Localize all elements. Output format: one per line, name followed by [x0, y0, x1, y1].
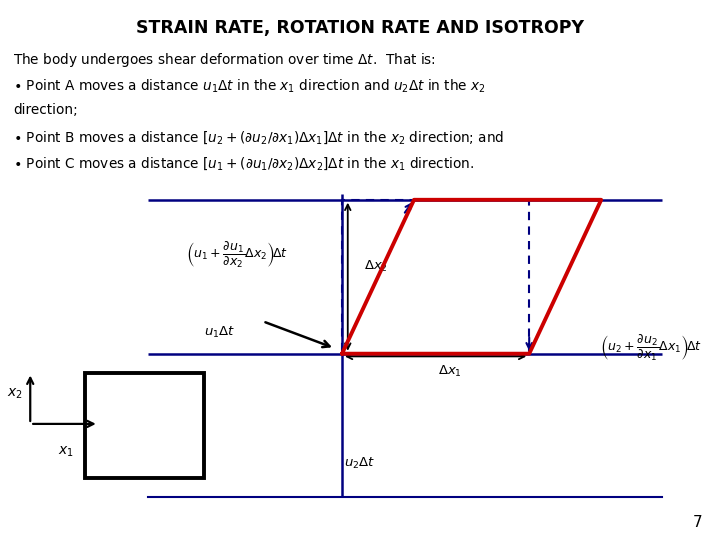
Text: direction;: direction; — [13, 103, 78, 117]
Text: $x_2$: $x_2$ — [7, 387, 23, 401]
Text: $\bullet$ Point B moves a distance $[u_2 + (\partial u_2/\partial x_1)\Delta x_1: $\bullet$ Point B moves a distance $[u_2… — [13, 129, 504, 146]
Text: $u_2\Delta t$: $u_2\Delta t$ — [344, 456, 376, 471]
Text: $\Delta x_1$: $\Delta x_1$ — [438, 364, 462, 380]
Text: 7: 7 — [693, 515, 702, 530]
Text: $\bullet$ Point A moves a distance $u_1\Delta t$ in the $x_1$ direction and $u_2: $\bullet$ Point A moves a distance $u_1\… — [13, 77, 486, 94]
Text: $\Delta x_2$: $\Delta x_2$ — [364, 259, 387, 273]
Bar — [85, 373, 204, 478]
Text: STRAIN RATE, ROTATION RATE AND ISOTROPY: STRAIN RATE, ROTATION RATE AND ISOTROPY — [136, 19, 584, 37]
Text: $x_1$: $x_1$ — [58, 444, 74, 459]
Text: $\bullet$ Point C moves a distance $[u_1 + (\partial u_1/\partial x_2)\Delta x_2: $\bullet$ Point C moves a distance $[u_1… — [13, 155, 474, 172]
Text: The body undergoes shear deformation over time $\Delta t$.  That is:: The body undergoes shear deformation ove… — [13, 51, 436, 69]
Text: $\left(u_2+\dfrac{\partial u_2}{\partial x_1}\Delta x_1\right)\!\Delta t$: $\left(u_2+\dfrac{\partial u_2}{\partial… — [600, 333, 702, 363]
Bar — [342, 200, 529, 354]
Text: $\left(u_1+\dfrac{\partial u_1}{\partial x_2}\Delta x_2\right)\!\Delta t$: $\left(u_1+\dfrac{\partial u_1}{\partial… — [186, 240, 289, 270]
Text: $u_1\Delta t$: $u_1\Delta t$ — [204, 325, 235, 340]
